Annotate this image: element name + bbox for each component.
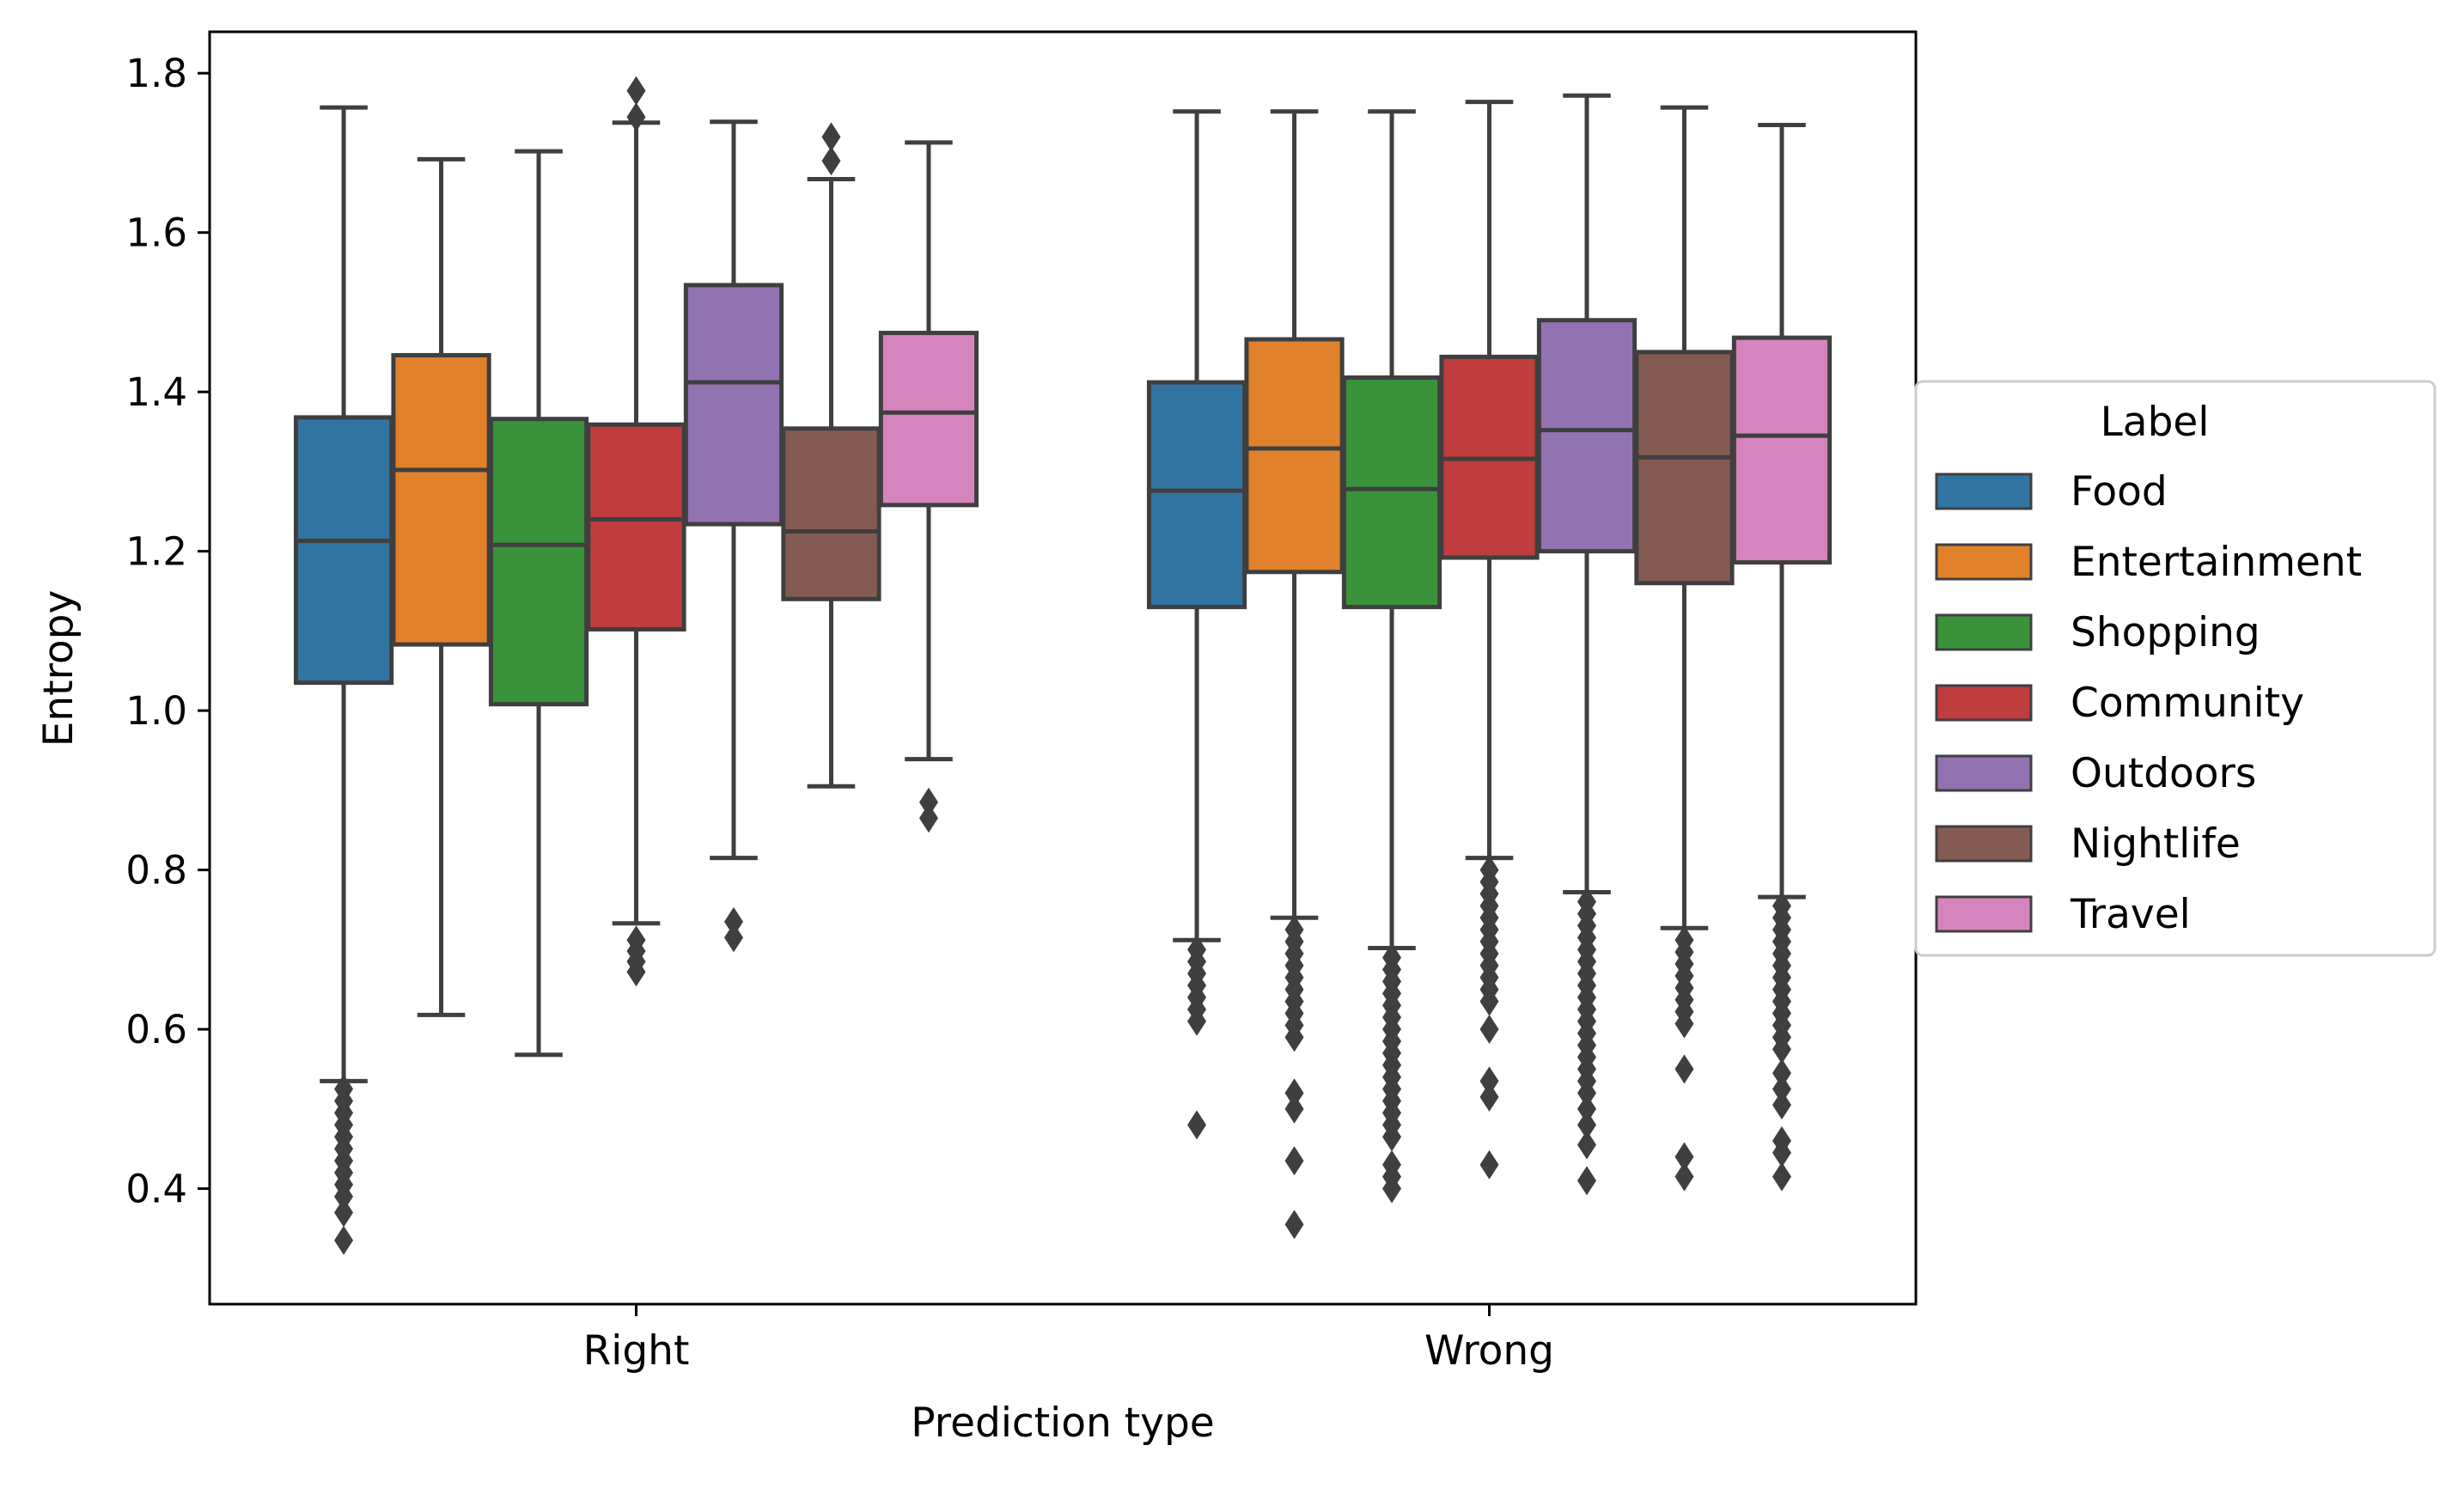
- legend-swatch-nightlife: [1935, 825, 2033, 863]
- y-tick-label: 0.4: [125, 1167, 187, 1212]
- outlier-point: [1772, 1058, 1791, 1089]
- outlier-point: [1772, 1034, 1791, 1064]
- legend-swatch-food: [1935, 473, 2033, 510]
- outlier-point: [1772, 1090, 1791, 1120]
- iqr-box: [1341, 375, 1442, 610]
- outlier-point: [821, 146, 841, 176]
- legend-title: Label: [2101, 399, 2210, 446]
- legend-label-community: Community: [2071, 680, 2304, 727]
- outlier-point: [1382, 1122, 1402, 1152]
- legend: Label Food Entertainment Shopping Community…: [1914, 380, 2437, 957]
- outlier-point: [1674, 1054, 1694, 1084]
- legend-swatch-travel: [1935, 895, 2033, 933]
- x-tick-label: Right: [583, 1327, 690, 1375]
- y-tick-label: 1.0: [125, 688, 187, 734]
- outlier-point: [918, 803, 938, 833]
- outlier-point: [1577, 1130, 1596, 1160]
- iqr-box: [488, 417, 589, 707]
- outlier-point: [918, 787, 938, 817]
- outlier-point: [1674, 1142, 1694, 1172]
- outlier-point: [334, 1198, 354, 1228]
- outlier-point: [626, 102, 646, 132]
- legend-label-travel: Travel: [2070, 891, 2191, 938]
- outlier-point: [334, 1181, 354, 1211]
- iqr-box: [1731, 335, 1833, 565]
- outlier-point: [1479, 986, 1499, 1016]
- legend-label-shopping: Shopping: [2071, 609, 2260, 656]
- iqr-box: [1536, 318, 1638, 554]
- legend-swatch-entertainment: [1935, 543, 2033, 581]
- outlier-point: [821, 122, 841, 152]
- box-food-right: [293, 105, 394, 1255]
- iqr-box: [391, 353, 491, 647]
- outlier-point: [723, 923, 743, 953]
- x-axis-label: Prediction type: [911, 1400, 1214, 1447]
- y-tick-label: 0.8: [125, 848, 187, 893]
- iqr-box: [1244, 337, 1345, 575]
- outlier-point: [626, 76, 646, 106]
- outlier-point: [1479, 1150, 1499, 1180]
- outlier-point: [1577, 1110, 1596, 1140]
- outlier-point: [1772, 1074, 1791, 1104]
- legend-label-entertainment: Entertainment: [2071, 539, 2362, 586]
- boxes-layer: [293, 76, 1833, 1255]
- box-travel-right: [878, 140, 979, 833]
- outlier-point: [1772, 1162, 1791, 1192]
- y-tick-label: 1.2: [125, 529, 187, 575]
- outlier-point: [1187, 1110, 1207, 1140]
- box-shopping-wrong: [1341, 109, 1442, 1204]
- box-entertainment-wrong: [1244, 109, 1345, 1240]
- iqr-box: [683, 283, 784, 527]
- outlier-point: [1382, 1174, 1402, 1204]
- outlier-point: [1479, 1015, 1499, 1045]
- outlier-point: [1284, 1210, 1304, 1240]
- outlier-point: [1577, 1166, 1596, 1196]
- box-community-right: [586, 76, 686, 987]
- axes-layer: 0.4 0.6 0.8 1.0 1.2 1.4 1.6 1.8 Right Wrong: [125, 51, 1554, 1375]
- y-tick-label: 0.6: [125, 1007, 187, 1052]
- iqr-box: [586, 422, 686, 632]
- box-food-wrong: [1146, 109, 1247, 1140]
- y-tick-label: 1.6: [125, 210, 187, 256]
- legend-label-outdoors: Outdoors: [2071, 750, 2256, 797]
- iqr-box: [293, 415, 394, 686]
- outlier-point: [1479, 1066, 1499, 1096]
- iqr-box: [1146, 380, 1247, 610]
- outlier-point: [626, 957, 646, 987]
- y-axis-label: Entropy: [35, 590, 82, 747]
- legend-frame: [1914, 380, 2437, 957]
- box-nightlife-right: [781, 122, 881, 789]
- legend-swatch-outdoors: [1935, 754, 2033, 792]
- legend-swatch-shopping: [1935, 613, 2033, 651]
- outlier-point: [1479, 1082, 1499, 1112]
- outlier-point: [1284, 1078, 1304, 1108]
- box-travel-wrong: [1731, 123, 1833, 1192]
- outlier-point: [1577, 1094, 1596, 1124]
- outlier-point: [1284, 1094, 1304, 1124]
- outlier-point: [1577, 1078, 1596, 1108]
- legend-swatch-community: [1935, 684, 2033, 722]
- x-tick-label: Wrong: [1424, 1327, 1554, 1375]
- box-outdoors-wrong: [1536, 93, 1638, 1196]
- outlier-point: [334, 1225, 354, 1255]
- box-outdoors-right: [683, 119, 784, 953]
- box-nightlife-wrong: [1634, 105, 1735, 1192]
- legend-label-food: Food: [2071, 468, 2168, 515]
- iqr-box: [1634, 350, 1735, 586]
- outlier-point: [723, 906, 743, 936]
- box-entertainment-right: [391, 156, 491, 1017]
- outlier-point: [1284, 1022, 1304, 1052]
- outlier-point: [1187, 1006, 1207, 1036]
- outlier-point: [1674, 1009, 1694, 1039]
- outlier-point: [1284, 1146, 1304, 1176]
- iqr-box: [781, 426, 881, 601]
- iqr-box: [878, 331, 979, 508]
- outlier-point: [1674, 1162, 1694, 1192]
- legend-label-nightlife: Nightlife: [2071, 820, 2241, 868]
- y-tick-label: 1.4: [125, 369, 187, 415]
- outlier-point: [1772, 1137, 1791, 1168]
- y-tick-label: 1.8: [125, 51, 187, 96]
